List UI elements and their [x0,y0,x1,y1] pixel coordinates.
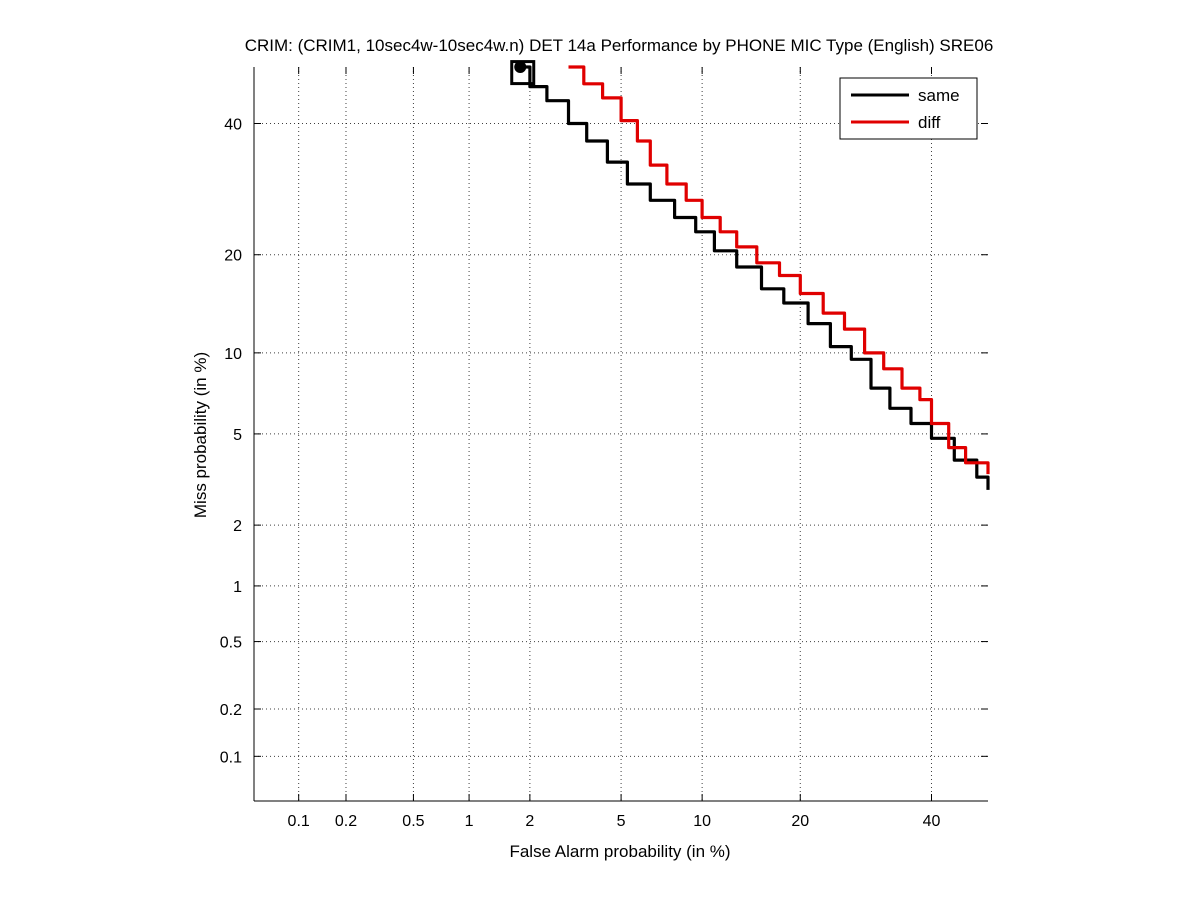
grid-lines [254,67,988,801]
x-tick-label: 20 [791,813,809,830]
y-tick-label: 10 [224,346,242,363]
markers [510,60,536,86]
x-tick-label: 0.2 [335,813,357,830]
y-tick-label: 5 [233,427,242,444]
x-tick-label: 2 [525,813,534,830]
y-tick-label: 0.5 [220,635,242,652]
y-tick-label: 0.1 [220,749,242,766]
x-tick-label: 1 [465,813,474,830]
x-tick-label: 10 [693,813,711,830]
x-tick-label: 5 [617,813,626,830]
y-tick-labels: 0.1 0.2 0.5 1 2 5 10 20 40 [220,117,242,767]
axis-frame [253,67,988,802]
x-tick-label: 0.5 [402,813,424,830]
x-tick-label: 0.1 [288,813,310,830]
y-axis-title: Miss probability (in %) [191,352,210,518]
series-line-same [517,65,990,490]
series-line-diff [568,65,990,475]
legend-label-same: same [918,86,960,105]
y-tick-label: 20 [224,248,242,265]
y-tick-label: 40 [224,117,242,134]
y-tick-label: 2 [233,518,242,535]
legend: same diff [839,77,978,140]
x-tick-label: 40 [923,813,941,830]
x-tick-labels: 0.1 0.2 0.5 1 2 5 10 20 40 [288,813,941,830]
x-axis-title: False Alarm probability (in %) [509,842,730,861]
marker-circle [514,61,527,73]
series-lines [517,65,990,490]
chart-title: CRIM: (CRIM1, 10sec4w-10sec4w.n) DET 14a… [245,36,994,55]
legend-label-diff: diff [918,113,941,132]
y-tick-label: 0.2 [220,702,242,719]
legend-box [839,77,978,140]
y-tick-label: 1 [233,579,242,596]
